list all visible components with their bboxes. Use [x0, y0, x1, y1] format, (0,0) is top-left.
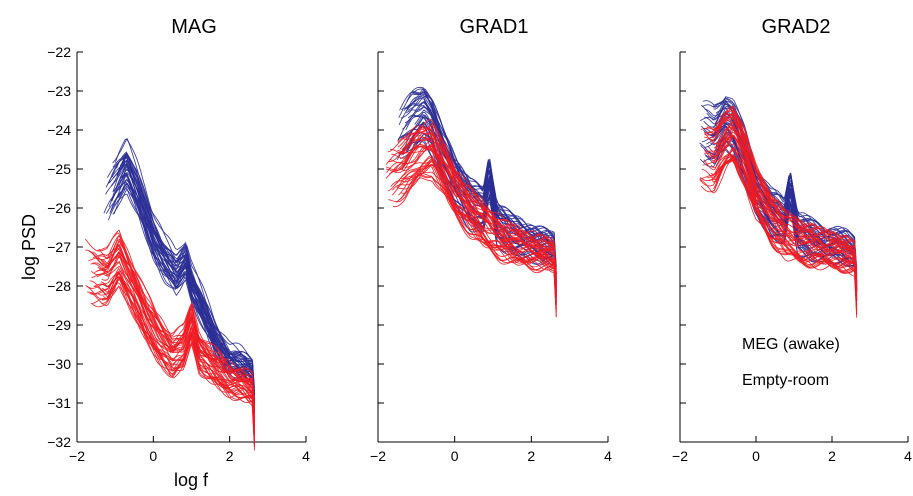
psd-trace-empty-room	[700, 114, 858, 285]
psd-trace-empty-room	[396, 163, 557, 301]
psd-trace-empty-room	[699, 155, 858, 315]
psd-trace-empty-room	[713, 159, 858, 314]
panel-title: GRAD2	[762, 16, 831, 38]
psd-trace-meg	[407, 114, 557, 277]
psd-trace-empty-room	[710, 128, 858, 307]
y-tick-label: −23	[47, 83, 71, 99]
psd-trace-empty-room	[102, 247, 255, 418]
legend: MEG (awake) Empty-room	[742, 336, 840, 389]
psd-trace-empty-room	[700, 154, 858, 299]
panel-grad2: GRAD2 −2 0 2 4	[672, 16, 912, 464]
y-tick-label: −31	[47, 395, 71, 411]
panel-grad1: GRAD1 −2 0 2 4	[370, 16, 612, 464]
x-tick-label: −2	[672, 448, 688, 464]
psd-trace-empty-room	[98, 234, 255, 420]
psd-trace-empty-room	[710, 105, 858, 288]
legend-entry-empty-room: Empty-room	[742, 372, 829, 389]
psd-trace-empty-room	[385, 132, 557, 303]
x-axis-label: log f	[174, 470, 209, 490]
psd-curves	[385, 86, 557, 318]
psd-trace-empty-room	[399, 131, 557, 275]
y-tick-label: −30	[47, 356, 71, 372]
panel-mag: MAG −22−23−24−25−26−27−28−29−30−31−32 −2…	[19, 16, 310, 490]
psd-trace-empty-room	[704, 136, 858, 286]
x-ticks: −2 0 2 4	[370, 436, 612, 464]
y-tick-label: −22	[47, 44, 71, 60]
x-tick-label: −2	[370, 448, 386, 464]
y-tick-label: −28	[47, 278, 71, 294]
psd-trace-empty-room	[387, 158, 557, 310]
psd-trace-empty-room	[89, 270, 255, 425]
y-axis-label: log PSD	[19, 214, 39, 280]
psd-curves	[699, 96, 858, 318]
y-tick-label: −32	[47, 434, 71, 450]
psd-trace-empty-room	[92, 281, 255, 446]
psd-trace-empty-room	[397, 126, 557, 288]
y-tick-label: −24	[47, 122, 71, 138]
psd-trace-meg	[112, 138, 255, 392]
x-tick-label: 0	[451, 448, 459, 464]
x-tick-label: 2	[226, 448, 234, 464]
psd-trace-empty-room	[713, 118, 858, 282]
psd-trace-empty-room	[389, 145, 557, 294]
psd-trace-empty-room	[400, 155, 557, 299]
psd-trace-empty-room	[393, 146, 557, 287]
y-tick-label: −25	[47, 161, 71, 177]
psd-trace-meg	[401, 90, 557, 275]
y-tick-label: −27	[47, 239, 71, 255]
psd-trace-empty-room	[700, 160, 858, 297]
y-ticks: −22 −23 −24 −25 −26 −27 −28 −29 −30 −31 −32	[47, 44, 83, 450]
x-ticks: −2 0 2 4	[672, 436, 912, 464]
x-tick-label: 2	[527, 448, 535, 464]
psd-trace-meg	[119, 163, 255, 407]
psd-trace-empty-room	[404, 118, 557, 272]
psd-trace-empty-room	[702, 143, 858, 296]
psd-trace-empty-room	[699, 156, 858, 312]
psd-trace-meg	[110, 174, 255, 426]
psd-trace-empty-room	[399, 145, 557, 291]
y-ticks	[378, 51, 384, 443]
x-tick-label: −2	[69, 448, 85, 464]
psd-trace-empty-room	[404, 144, 557, 306]
psd-trace-empty-room	[388, 136, 557, 285]
panel-title: GRAD1	[460, 16, 529, 38]
x-tick-label: 0	[149, 448, 157, 464]
y-tick-label: −26	[47, 200, 71, 216]
psd-trace-meg	[398, 104, 557, 276]
psd-trace-empty-room	[704, 113, 858, 270]
psd-trace-empty-room	[397, 125, 557, 278]
psd-trace-empty-room	[710, 154, 858, 306]
psd-trace-empty-room	[393, 144, 557, 297]
psd-trace-empty-room	[400, 159, 557, 295]
psd-trace-empty-room	[392, 177, 557, 295]
x-tick-label: 4	[904, 448, 912, 464]
psd-trace-meg	[407, 95, 557, 292]
psd-trace-empty-room	[392, 161, 557, 303]
psd-trace-empty-room	[394, 158, 557, 305]
x-ticks: −2 0 2 4	[69, 436, 310, 464]
psd-curves	[84, 138, 255, 451]
x-tick-label: 4	[302, 448, 310, 464]
psd-trace-empty-room	[86, 271, 255, 434]
legend-entry-meg: MEG (awake)	[742, 336, 840, 353]
psd-trace-meg	[409, 91, 557, 268]
psd-trace-empty-room	[103, 285, 255, 445]
panel-title: MAG	[171, 16, 217, 38]
psd-trace-empty-room	[395, 174, 557, 300]
x-tick-label: 4	[604, 448, 612, 464]
psd-trace-meg	[114, 138, 255, 400]
y-ticks	[680, 51, 686, 443]
x-tick-label: 2	[828, 448, 836, 464]
psd-trace-empty-room	[707, 125, 858, 299]
psd-trace-empty-room	[93, 234, 255, 401]
x-tick-label: 0	[752, 448, 760, 464]
psd-trace-empty-room	[705, 116, 858, 278]
y-tick-label: −29	[47, 317, 71, 333]
psd-trace-empty-room	[705, 134, 858, 290]
psd-trace-empty-room	[92, 245, 255, 424]
